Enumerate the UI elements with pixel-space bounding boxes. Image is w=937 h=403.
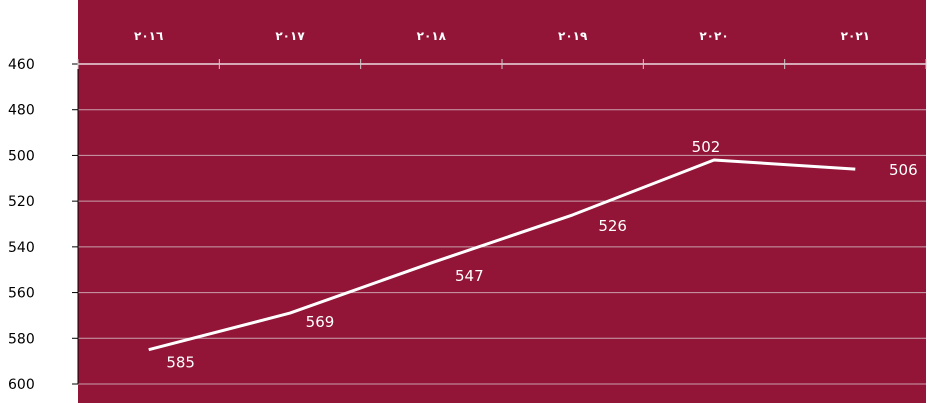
data-label: 547 xyxy=(455,267,484,285)
y-tick-label: 500 xyxy=(8,148,35,164)
y-tick-label: 460 xyxy=(8,57,35,73)
y-axis-area xyxy=(0,0,78,403)
x-tick-label: ٢٠١٨ xyxy=(417,29,447,43)
x-tick-label: ٢٠٢١ xyxy=(841,29,870,43)
data-label: 526 xyxy=(598,217,627,235)
data-label: 502 xyxy=(692,138,721,156)
data-label: 569 xyxy=(306,313,335,331)
x-tick-label: ٢٠١٦ xyxy=(134,29,163,43)
series-line xyxy=(148,158,856,352)
y-tick-label: 480 xyxy=(8,103,35,119)
y-tick-label: 580 xyxy=(8,331,35,347)
x-tick-label: ٢٠١٩ xyxy=(558,29,588,43)
y-tick-label: 540 xyxy=(8,240,35,256)
x-tick-label: ٢٠١٧ xyxy=(275,29,305,43)
y-tick-label: 520 xyxy=(8,194,35,210)
data-label: 585 xyxy=(166,354,195,372)
x-tick-label: ٢٠٢٠ xyxy=(699,29,728,43)
y-tick-label: 600 xyxy=(8,377,35,393)
y-tick-label: 560 xyxy=(8,286,35,302)
data-label: 506 xyxy=(889,161,918,179)
